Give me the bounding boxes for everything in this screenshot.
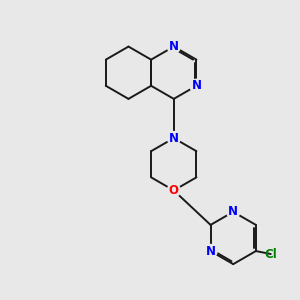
- Text: N: N: [169, 132, 179, 145]
- Circle shape: [190, 79, 203, 92]
- Text: N: N: [169, 40, 179, 53]
- Circle shape: [204, 244, 217, 258]
- Text: N: N: [191, 79, 201, 92]
- Circle shape: [227, 205, 240, 218]
- Text: Cl: Cl: [264, 248, 277, 260]
- Text: O: O: [169, 184, 179, 197]
- Circle shape: [167, 184, 180, 197]
- Circle shape: [167, 40, 180, 53]
- Text: N: N: [228, 205, 238, 218]
- Text: N: N: [206, 244, 216, 258]
- Circle shape: [167, 132, 180, 145]
